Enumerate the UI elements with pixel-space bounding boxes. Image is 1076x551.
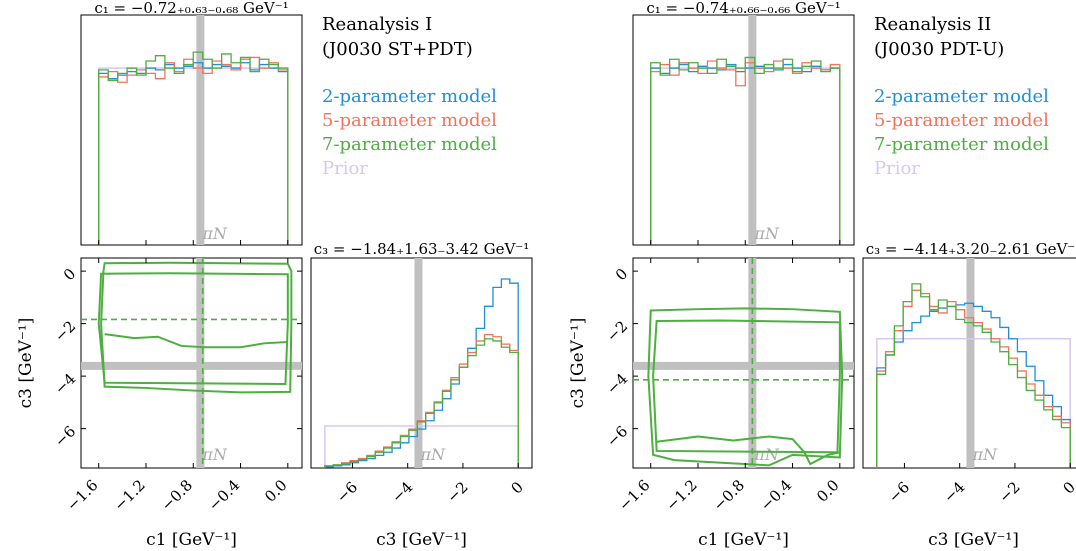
- reanalysis-subtitle: (J0030 ST+PDT): [322, 39, 473, 60]
- c3-y-axis-label: c3 [GeV⁻¹]: [568, 318, 588, 409]
- pi-n-band-c1: [196, 15, 205, 245]
- c1-axis-label: c1 [GeV⁻¹]: [698, 530, 789, 550]
- c1-prior-line: [649, 67, 841, 245]
- pi-n-label-c1: πN: [753, 224, 780, 243]
- legend-model7: 7-parameter model: [874, 134, 1049, 155]
- c1-tick-label: −1.6: [615, 476, 653, 514]
- c1-hist-frame: [632, 14, 855, 246]
- c3-axis-label: c3 [GeV⁻¹]: [376, 530, 467, 550]
- c1-hist-model2: [98, 62, 289, 245]
- pi-n-label-2d: πN: [753, 445, 780, 464]
- c3-axis-label: c3 [GeV⁻¹]: [928, 530, 1019, 550]
- contour-inner: [104, 333, 288, 349]
- c1-tick-label: −0.4: [205, 476, 243, 514]
- c3-xtick-label: −6: [885, 478, 913, 506]
- contour-outer: [100, 261, 293, 394]
- c1-tick-label: 0.0: [261, 476, 291, 506]
- c3-ytick-label: 0: [60, 265, 79, 284]
- pi-n-band-horizontal: [81, 361, 302, 370]
- contour-outer: [647, 307, 844, 467]
- c3-xtick-label: 0: [1060, 478, 1076, 497]
- c3-ytick-label: −6: [51, 422, 79, 450]
- c3-ytick-label: 0: [612, 265, 631, 284]
- c1-title: c₁ = −0.72₊₀.₆₃₋₀.₆₈ GeV⁻¹: [94, 0, 288, 17]
- contour-outer-2: [652, 319, 841, 454]
- c1-tick-label: −0.4: [757, 476, 795, 514]
- c1-tick-label: −0.8: [710, 476, 748, 514]
- c1-hist-model2: [650, 63, 841, 245]
- c3-ytick-label: −6: [603, 422, 631, 450]
- c3-y-axis-label: c3 [GeV⁻¹]: [16, 318, 36, 409]
- legend-model5: 5-parameter model: [322, 110, 497, 131]
- c1-tick-label: 0.0: [813, 476, 843, 506]
- pi-n-band-c1: [748, 15, 757, 245]
- reanalysis-title: Reanalysis II: [874, 14, 991, 35]
- c1-hist-model7: [650, 56, 841, 245]
- pi-n-label-2d: πN: [201, 445, 228, 464]
- c3-hist-model7: [324, 338, 519, 468]
- contour-inner: [656, 435, 841, 466]
- c1-axis-label: c1 [GeV⁻¹]: [146, 530, 237, 550]
- c1-title: c₁ = −0.74₊₀.₆₆₋₀.₆₆ GeV⁻¹: [646, 0, 840, 17]
- c1-hist-frame: [80, 14, 303, 246]
- pi-n-band-horizontal: [633, 361, 854, 370]
- c1-hist-model5: [650, 60, 841, 245]
- c3-title: c₃ = −4.14₊3.20₋2.61 GeV⁻¹: [866, 240, 1076, 258]
- c1-tick-label: −1.6: [63, 476, 101, 514]
- c3-ytick-label: −4: [51, 370, 79, 398]
- c3-hist-model5: [324, 333, 519, 468]
- pi-n-label-c3: πN: [971, 445, 998, 464]
- c1-tick-label: −1.2: [662, 476, 700, 514]
- c3-xtick-label: 0: [508, 478, 527, 497]
- legend-model2: 2-parameter model: [322, 86, 497, 107]
- c1-tick-label: −1.2: [110, 476, 148, 514]
- legend-model5: 5-parameter model: [874, 110, 1049, 131]
- c3-ytick-label: −4: [603, 370, 631, 398]
- c3-hist-model2: [876, 302, 1071, 468]
- pi-n-label-c3: πN: [419, 445, 446, 464]
- c3-xtick-label: −4: [388, 478, 416, 506]
- legend-prior: Prior: [322, 158, 368, 179]
- reanalysis-subtitle: (J0030 PDT-U): [874, 39, 1004, 60]
- c3-xtick-label: −2: [443, 478, 471, 506]
- c3-hist-model7: [876, 283, 1071, 468]
- pi-n-band-c3: [966, 258, 975, 468]
- pi-n-label-c1: πN: [201, 224, 228, 243]
- c3-xtick-label: −2: [995, 478, 1023, 506]
- c3-xtick-label: −4: [940, 478, 968, 506]
- c3-ytick-label: −2: [51, 317, 79, 345]
- reanalysis-title: Reanalysis I: [322, 14, 432, 35]
- c1-hist-model5: [98, 56, 289, 245]
- legend-model7: 7-parameter model: [322, 134, 497, 155]
- c3-title: c₃ = −1.84₊1.63₋3.42 GeV⁻¹: [314, 240, 530, 258]
- legend-model2: 2-parameter model: [874, 86, 1049, 107]
- reanalysis-1-corner: πN c₁ = −0.72₊₀.₆₃₋₀.₆₈ GeV⁻¹ πN −1.6 −1.2 −0…: [16, 0, 533, 550]
- c3-ytick-label: −2: [603, 317, 631, 345]
- c1-tick-label: −0.8: [158, 476, 196, 514]
- c1-prior-line: [97, 67, 289, 245]
- legend-prior: Prior: [874, 158, 920, 179]
- c3-xtick-label: −6: [333, 478, 361, 506]
- reanalysis-2-corner: πN c₁ = −0.74₊₀.₆₆₋₀.₆₆ GeV⁻¹ πN −1.6 −1.2 −0…: [568, 0, 1076, 550]
- c3-hist-model5: [876, 289, 1071, 468]
- contour-outer-2: [97, 272, 289, 386]
- c3-hist-model2: [324, 278, 519, 468]
- c1-hist-model7: [98, 51, 289, 245]
- pi-n-band-c3: [414, 258, 423, 468]
